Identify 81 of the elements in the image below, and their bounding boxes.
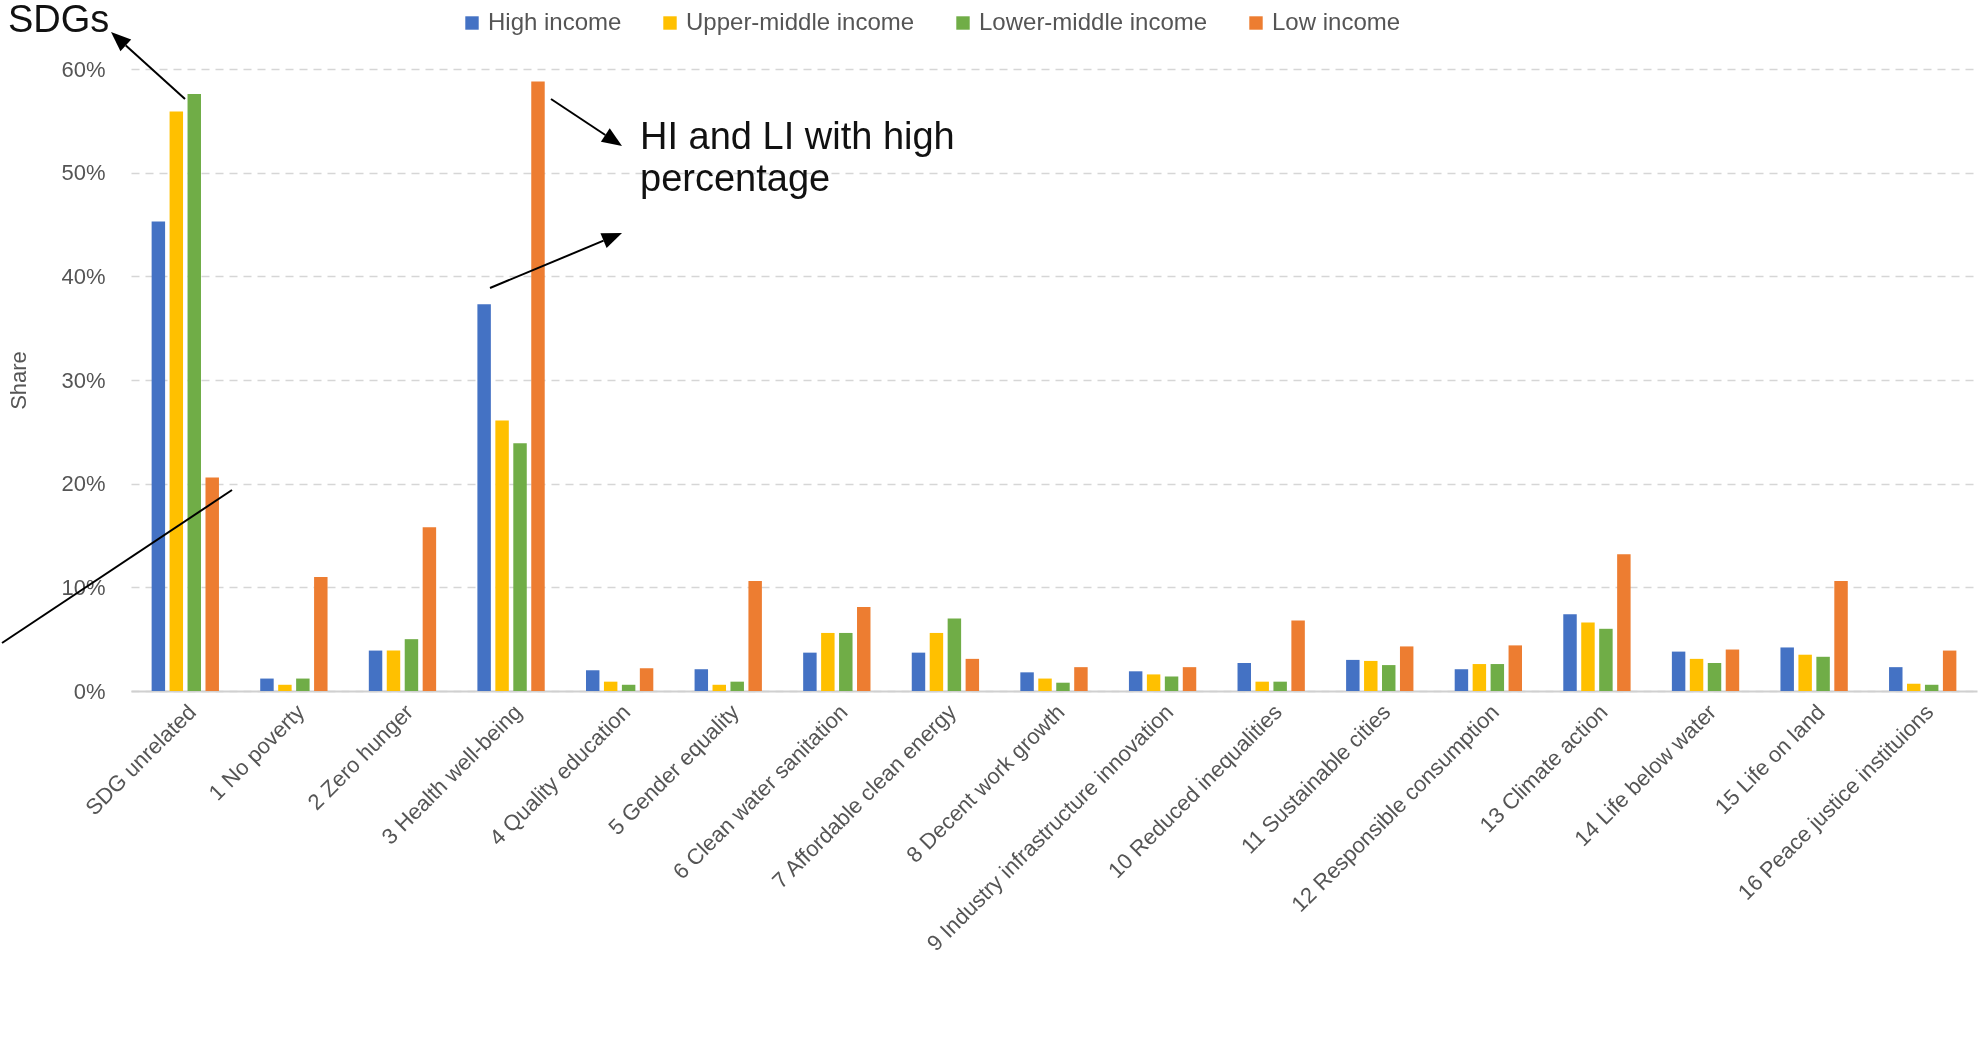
bar: [1581, 622, 1595, 691]
bar: [585, 670, 600, 691]
bar: [748, 581, 762, 691]
bar: [495, 420, 509, 691]
bar: [712, 684, 726, 691]
bar: [1924, 684, 1939, 691]
bar: [314, 576, 328, 691]
bar: [1382, 665, 1396, 691]
bar: [1273, 681, 1287, 691]
bar: [1707, 663, 1722, 691]
y-tick-label: 40%: [61, 263, 106, 289]
bar: [965, 658, 980, 691]
y-tick-label: 60%: [61, 56, 106, 82]
bar: [386, 650, 401, 691]
bar: [1291, 620, 1305, 691]
bar: [278, 684, 292, 691]
bar: [857, 607, 871, 691]
bar: [205, 477, 219, 691]
bar: [1725, 649, 1740, 691]
bar: [821, 632, 835, 691]
y-tick-label: 0%: [73, 678, 106, 704]
bar: [947, 618, 962, 691]
bar: [1599, 628, 1613, 691]
bar: [803, 652, 817, 691]
bar: [422, 527, 437, 691]
bar: [1255, 681, 1269, 691]
y-tick-label: 20%: [61, 471, 106, 497]
bar: [169, 111, 184, 691]
bar: [260, 678, 274, 691]
legend-label: Lower-middle income: [979, 8, 1208, 35]
bar: [151, 221, 166, 691]
bar: [1237, 663, 1251, 691]
bar: [1164, 676, 1179, 691]
bar: [1834, 581, 1848, 691]
bar: [1128, 671, 1143, 691]
bar: [730, 681, 744, 691]
bar: [1942, 650, 1957, 691]
bar: [1182, 667, 1197, 691]
y-axis-title: Share: [6, 351, 32, 410]
bar: [1364, 660, 1378, 691]
legend-label: High income: [488, 8, 622, 35]
y-tick-label: 30%: [61, 367, 106, 393]
bar: [694, 669, 709, 691]
bar: [1816, 656, 1830, 691]
legend-label: Upper-middle income: [686, 8, 915, 35]
bar: [296, 678, 310, 691]
bar: [1671, 651, 1686, 691]
bar: [621, 684, 636, 691]
bar: [1399, 646, 1414, 691]
bar: [929, 632, 944, 691]
bar: [839, 632, 853, 691]
bar: [911, 652, 926, 691]
bar: [1889, 667, 1903, 691]
bar: [1689, 658, 1704, 691]
bar: [1490, 664, 1505, 691]
y-tick-label: 50%: [61, 160, 106, 186]
bar: [1020, 672, 1034, 691]
bar: [1146, 674, 1161, 691]
bar: [1454, 669, 1469, 691]
bar: [1617, 554, 1631, 691]
bar: [1056, 682, 1070, 691]
bar: [1074, 667, 1088, 691]
bar: [513, 443, 527, 691]
legend-label: Low income: [1272, 8, 1401, 35]
bar: [603, 681, 618, 691]
bar: [639, 668, 654, 691]
text: SDGs: [8, 0, 111, 40]
bar: [404, 639, 419, 691]
bar: [1508, 645, 1523, 691]
bar: [1780, 647, 1794, 691]
bar: [368, 650, 383, 691]
bar: [1798, 654, 1812, 691]
bar: [187, 93, 201, 691]
bar: [1563, 614, 1577, 691]
bar: [1472, 664, 1487, 691]
bar: [1346, 659, 1360, 691]
annotation: HI and LI with high percentage: [640, 115, 956, 199]
bar: [1038, 678, 1052, 691]
bar: [1907, 683, 1921, 691]
bar: [477, 304, 491, 691]
bar: [531, 81, 545, 691]
